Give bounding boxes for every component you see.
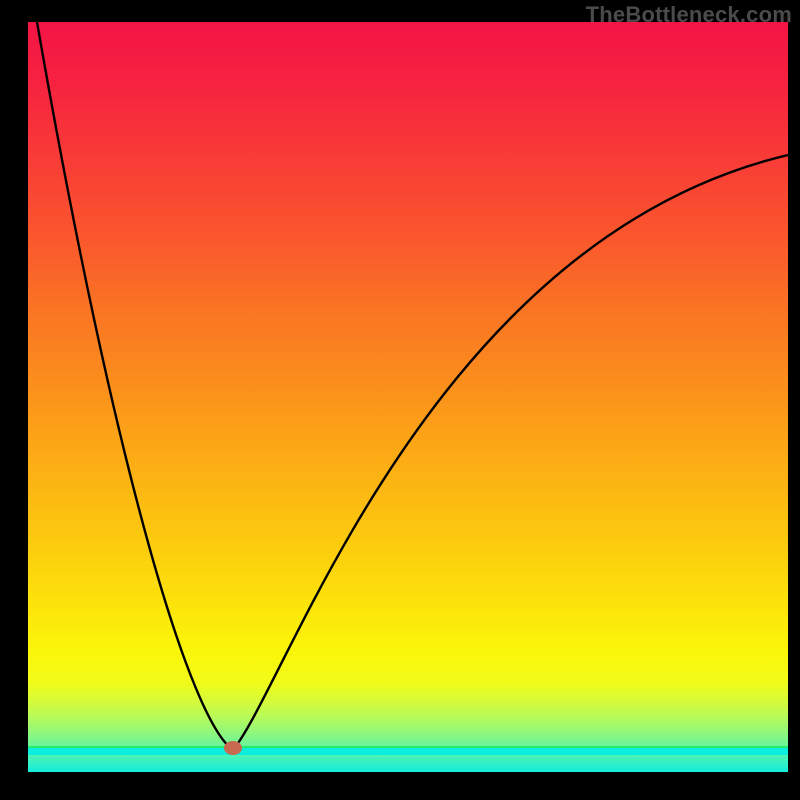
gradient-background <box>28 22 788 772</box>
bottleneck-curve-chart <box>0 0 800 800</box>
chart-container: TheBottleneck.com <box>0 0 800 800</box>
watermark-text: TheBottleneck.com <box>586 2 792 28</box>
optimal-point-marker <box>224 741 242 755</box>
bottom-band-top-strip <box>28 746 788 748</box>
